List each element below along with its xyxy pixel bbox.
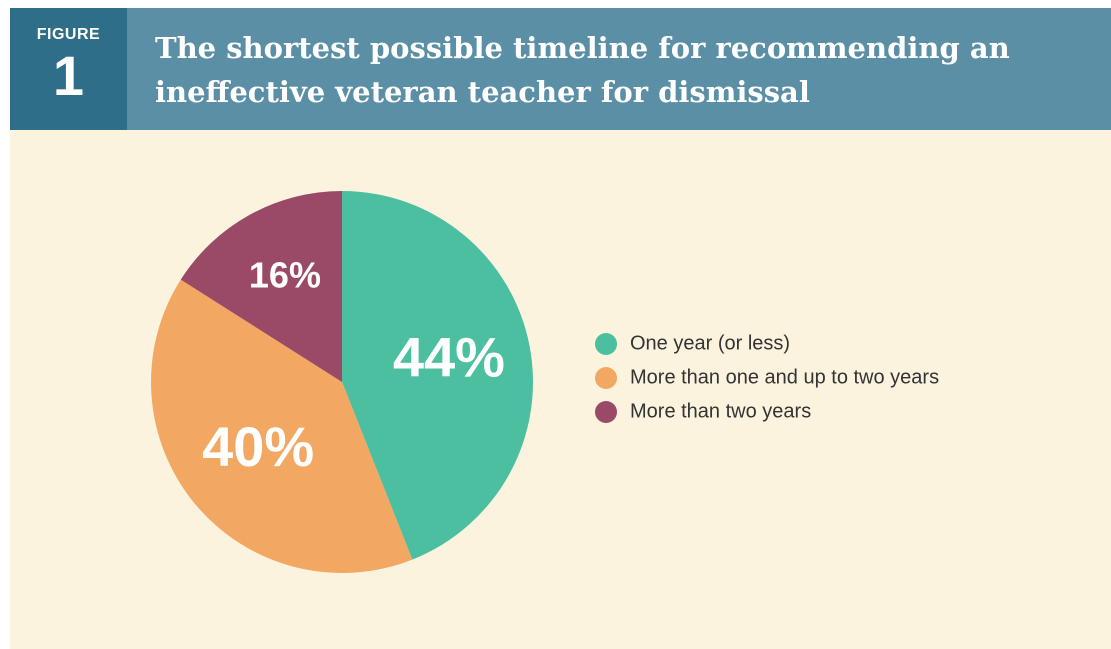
data-label: 44% [393, 325, 505, 388]
legend-label: More than two years [630, 400, 811, 422]
legend-label: More than one and up to two years [630, 366, 939, 388]
legend-marker [595, 401, 617, 423]
legend-marker [595, 333, 617, 355]
pie-slice [342, 191, 533, 560]
data-label: 40% [202, 415, 314, 478]
legend-label: One year (or less) [630, 332, 790, 354]
legend-marker [595, 367, 617, 389]
pie-slice [180, 191, 342, 382]
figure-box: FIGURE 1 [10, 8, 127, 130]
data-label: 16% [249, 255, 321, 296]
figure-number: 1 [52, 44, 85, 107]
pie-slice [151, 279, 413, 573]
chart-title: The shortest possible timeline for recom… [155, 31, 1010, 109]
figure-label: FIGURE [36, 26, 101, 43]
header: FIGURE 1 The shortest possible timeline … [10, 8, 1111, 130]
